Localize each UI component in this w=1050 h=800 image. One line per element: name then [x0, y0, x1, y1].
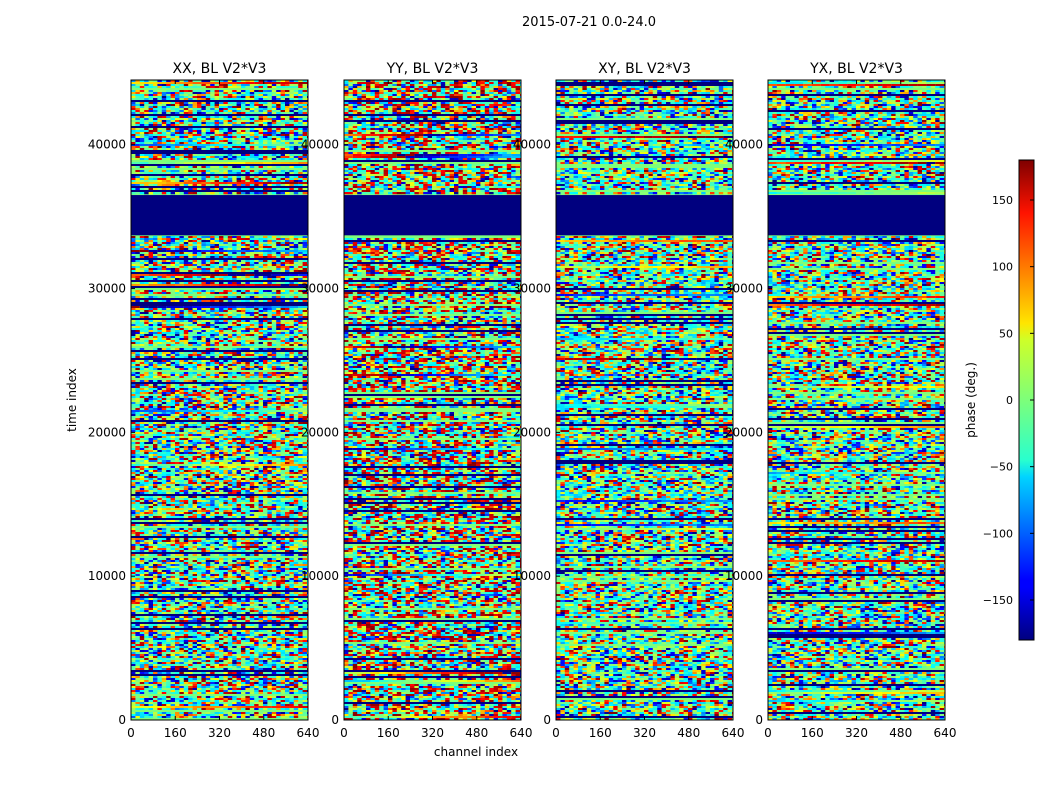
flagged-block	[768, 195, 945, 236]
y-tick-label: 20000	[88, 425, 126, 439]
x-tick-label: 480	[465, 726, 488, 740]
y-tick-label: 40000	[725, 138, 763, 152]
colorbar-ticks: −150 −100 −50 0 50 100 150	[983, 194, 1034, 607]
flagged-block	[556, 195, 733, 236]
x-tick-label: 320	[421, 726, 444, 740]
y-tick-label: 30000	[725, 282, 763, 296]
x-tick-label: 0	[127, 726, 135, 740]
flagged-block	[344, 195, 521, 236]
colorbar-tick-label: 100	[992, 261, 1013, 274]
y-tick-label: 0	[755, 713, 763, 727]
x-tick-label: 640	[934, 726, 957, 740]
y-tick-label: 10000	[725, 569, 763, 583]
colorbar-tick-label: −100	[983, 527, 1013, 540]
panel-4: YX, BL V2*V3 0 160 320 480 640 0 10000 20000 3000…	[725, 61, 957, 740]
y-tick-label: 0	[543, 713, 551, 727]
x-tick-label: 480	[889, 726, 912, 740]
y-tick-label: 0	[331, 713, 339, 727]
x-tick-label: 640	[297, 726, 320, 740]
colorbar-tick-label: 50	[999, 327, 1013, 340]
y-tick-label: 40000	[513, 138, 551, 152]
x-tick-label: 320	[633, 726, 656, 740]
heatmap-image	[131, 80, 308, 720]
y-tick-label: 20000	[725, 425, 763, 439]
heatmap-image	[768, 80, 945, 720]
colorbar-tick-label: −150	[983, 594, 1013, 607]
panel-2: YY, BL V2*V3 0 160 320 480 640 0 10000 20000 3000…	[301, 61, 533, 740]
y-tick-label: 20000	[301, 425, 339, 439]
x-tick-label: 0	[340, 726, 348, 740]
panel-title: YY, BL V2*V3	[386, 61, 479, 77]
figure-title: 2015-07-21 0.0-24.0	[522, 15, 656, 30]
x-tick-label: 160	[801, 726, 824, 740]
x-tick-label: 320	[208, 726, 231, 740]
x-tick-label: 160	[377, 726, 400, 740]
y-tick-label: 40000	[88, 138, 126, 152]
colorbar: −150 −100 −50 0 50 100 150 phase (deg.)	[964, 159, 1035, 641]
x-tick-label: 480	[252, 726, 275, 740]
y-tick-label: 30000	[301, 282, 339, 296]
y-tick-label: 40000	[301, 138, 339, 152]
x-tick-label: 480	[677, 726, 700, 740]
heatmap-image	[344, 80, 521, 720]
colorbar-label: phase (deg.)	[964, 362, 978, 438]
y-tick-label: 20000	[513, 425, 551, 439]
y-axis-label: time index	[65, 368, 79, 432]
panel-1: XX, BL V2*V3 0 160 320 480 640 0 10000 20000 3000…	[88, 61, 320, 740]
colorbar-tick-label: 150	[992, 194, 1013, 207]
colorbar-tick-label: −50	[990, 461, 1013, 474]
y-tick-label: 0	[118, 713, 126, 727]
x-tick-label: 0	[552, 726, 560, 740]
x-axis-label: channel index	[434, 745, 518, 759]
colorbar-tick-label: 0	[1006, 394, 1013, 407]
y-tick-label: 10000	[301, 569, 339, 583]
panel-title: XY, BL V2*V3	[598, 61, 691, 77]
x-tick-label: 160	[164, 726, 187, 740]
y-tick-label: 30000	[88, 282, 126, 296]
x-tick-label: 160	[589, 726, 612, 740]
panels: XX, BL V2*V3 0 160 320 480 640 0 10000 20000 3000…	[88, 61, 957, 740]
y-tick-label: 10000	[88, 569, 126, 583]
heatmap-image	[556, 80, 733, 720]
flagged-block	[131, 195, 308, 236]
x-tick-label: 640	[510, 726, 533, 740]
panel-title: XX, BL V2*V3	[173, 61, 267, 77]
x-tick-label: 0	[764, 726, 772, 740]
y-tick-label: 30000	[513, 282, 551, 296]
x-tick-label: 320	[845, 726, 868, 740]
x-tick-label: 640	[722, 726, 745, 740]
panel-title: YX, BL V2*V3	[809, 61, 903, 77]
panel-3: XY, BL V2*V3 0 160 320 480 640 0 10000 20000 3000…	[513, 61, 745, 740]
y-tick-label: 10000	[513, 569, 551, 583]
